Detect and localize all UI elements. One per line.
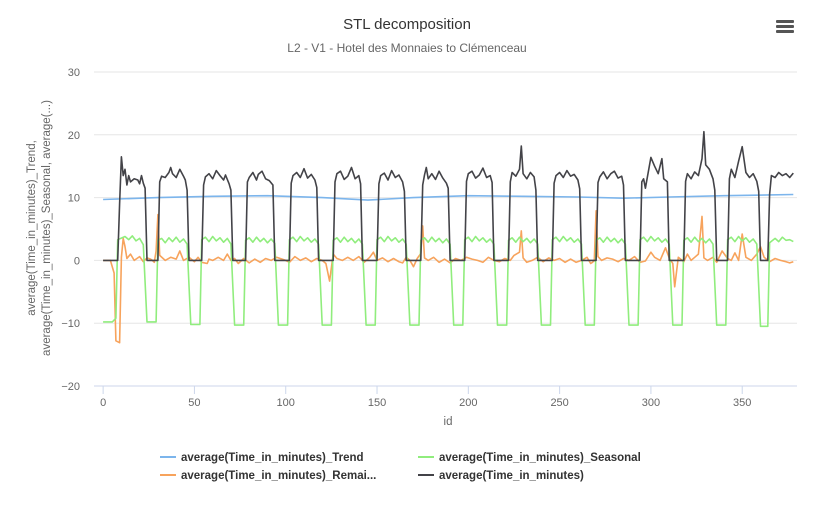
- grid-lines: [94, 71, 797, 387]
- y-axis-title-line-2: average(Time_in_minutes)_Seasonal, avera…: [41, 100, 53, 356]
- legend: average(Time_in_minutes)_Trend average(T…: [160, 452, 641, 482]
- legend-item-seasonal[interactable]: average(Time_in_minutes)_Seasonal: [418, 452, 641, 464]
- y-axis-ticks: −20 −10 0 10 20 30: [61, 67, 80, 393]
- hamburger-menu-icon-bar-2: [776, 25, 794, 28]
- chart-subtitle: L2 - V1 - Hotel des Monnaies to Clémence…: [287, 41, 526, 55]
- y-tick-label: 10: [68, 193, 80, 205]
- y-tick-label: 0: [74, 255, 80, 267]
- series-layer: [103, 130, 794, 344]
- x-tick-label: 350: [733, 397, 751, 409]
- legend-item-trend[interactable]: average(Time_in_minutes)_Trend: [160, 452, 364, 464]
- legend-label-trend: average(Time_in_minutes)_Trend: [181, 452, 364, 464]
- x-tick-label: 100: [277, 397, 295, 409]
- y-tick-label: −20: [61, 381, 80, 393]
- series-seasonal-line[interactable]: [103, 235, 794, 328]
- hamburger-menu-icon-bar-3: [776, 30, 794, 33]
- x-axis-title: id: [444, 416, 453, 428]
- legend-label-seasonal: average(Time_in_minutes)_Seasonal: [439, 452, 641, 464]
- chart-title: STL decomposition: [343, 16, 471, 33]
- series-trend-line[interactable]: [103, 193, 794, 201]
- y-axis-title: average(Time_in_minutes)_Trend, average(…: [26, 100, 53, 356]
- legend-item-average[interactable]: average(Time_in_minutes): [418, 470, 584, 482]
- x-axis-ticks: 0 50 100 150 200 250 300 350: [100, 386, 751, 409]
- x-tick-label: 0: [100, 397, 106, 409]
- legend-item-remainder[interactable]: average(Time_in_minutes)_Remai...: [160, 470, 376, 482]
- y-tick-label: 30: [68, 67, 80, 79]
- x-tick-label: 250: [550, 397, 568, 409]
- x-tick-label: 300: [642, 397, 660, 409]
- hamburger-menu-icon: [776, 20, 794, 23]
- y-axis-title-line-1: average(Time_in_minutes)_Trend,: [26, 140, 38, 316]
- x-tick-label: 50: [188, 397, 200, 409]
- series-average-line[interactable]: [103, 130, 794, 262]
- y-tick-label: 20: [68, 130, 80, 142]
- chart-menu-button[interactable]: [773, 18, 797, 40]
- legend-label-average: average(Time_in_minutes): [439, 470, 584, 482]
- x-tick-label: 150: [368, 397, 386, 409]
- y-tick-label: −10: [61, 318, 80, 330]
- legend-label-remainder: average(Time_in_minutes)_Remai...: [181, 470, 376, 482]
- x-tick-label: 200: [459, 397, 477, 409]
